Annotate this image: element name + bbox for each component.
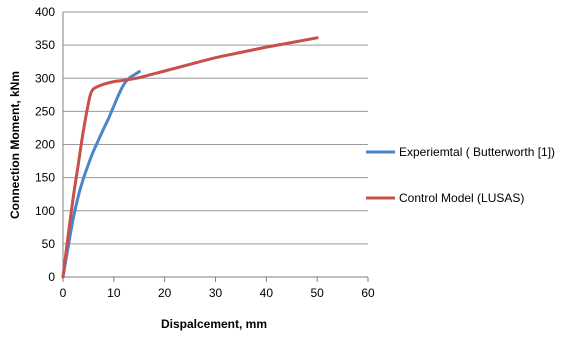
x-tick-label: 10 (107, 286, 121, 300)
x-tick-label: 30 (209, 286, 223, 300)
y-tick-label: 200 (35, 138, 55, 152)
x-tick-label: 40 (260, 286, 274, 300)
y-tick-label: 100 (35, 204, 55, 218)
series-line-1 (61, 70, 141, 279)
x-tick-label: 50 (310, 286, 324, 300)
x-tick-label: 0 (60, 286, 67, 300)
gridlines (63, 11, 368, 245)
x-tick-label: 20 (158, 286, 172, 300)
x-tick-label: 60 (361, 286, 375, 300)
y-tick-label: 350 (35, 38, 55, 52)
legend-label-1: Experiemtal ( Butterworth [1]) (399, 145, 555, 159)
series (61, 36, 319, 279)
y-axis-title: Connection Moment, kNm (8, 71, 22, 219)
y-tick-label: 150 (35, 171, 55, 185)
tick-labels: 0 50 100 150 200 250 300 350 400 0 10 20 30 40 50 60 (35, 5, 375, 300)
y-tick-label: 0 (48, 270, 55, 284)
legend-label-2: Control Model (LUSAS) (399, 191, 524, 205)
y-tick-label: 50 (42, 237, 56, 251)
x-axis-title: Dispalcement, mm (161, 317, 267, 331)
series-line-2 (61, 36, 319, 279)
legend: Experiemtal ( Butterworth [1]) Control Mo… (366, 145, 555, 205)
y-tick-label: 250 (35, 104, 55, 118)
y-tick-label: 400 (35, 5, 55, 19)
y-tick-label: 300 (35, 71, 55, 85)
